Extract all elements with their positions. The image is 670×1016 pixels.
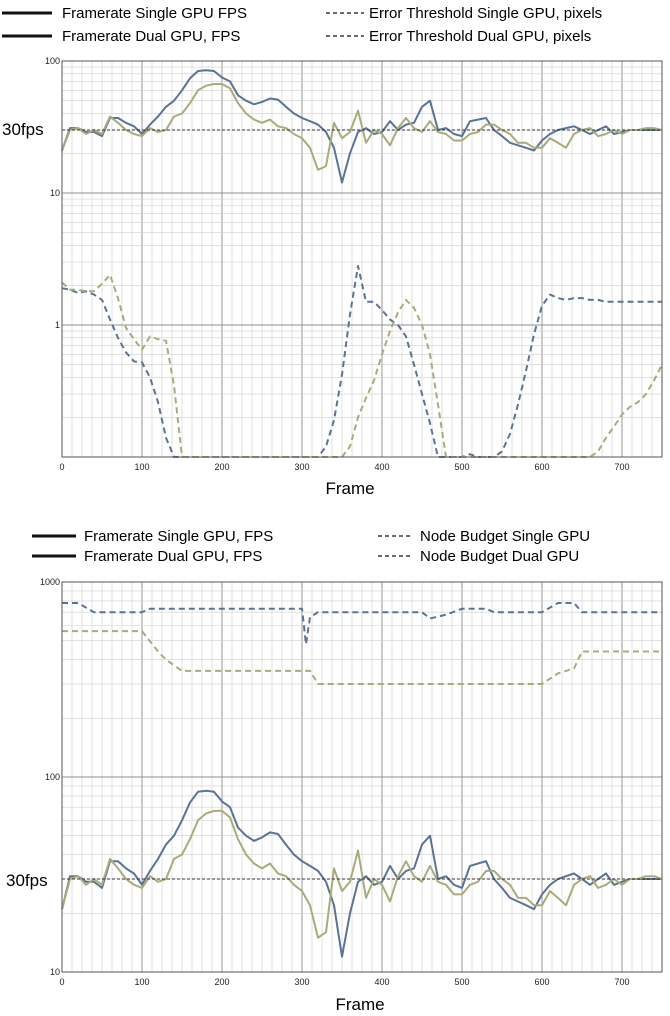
y-tick-label: 10	[50, 188, 60, 198]
plot-frame	[61, 60, 663, 458]
legend-label-dual-fps: Framerate Dual GPU, FPS	[62, 28, 240, 45]
legend-label-single-fps: Framerate Single GPU FPS	[62, 5, 247, 22]
x-tick-label: 600	[534, 977, 549, 987]
series-line-error-threshold-dual-gpu-pixels	[61, 273, 663, 458]
top-x-axis-label: Frame	[325, 479, 374, 498]
x-tick-label: 400	[374, 462, 389, 472]
series-line-error-threshold-single-gpu-pixels	[61, 265, 662, 458]
x-tick-label: 0	[59, 977, 64, 987]
y-tick-label: 1000	[40, 577, 60, 587]
y-tick-label: 1	[55, 320, 60, 330]
legend-label-error-dual: Error Threshold Dual GPU, pixels	[369, 28, 591, 45]
x-tick-label: 100	[134, 462, 149, 472]
bottom-chart-plot: 0 100 200 300 400 500 600 700 1000 100 10	[40, 577, 663, 987]
x-tick-label: 500	[454, 977, 469, 987]
legend-label-single-fps: Framerate Single GPU, FPS	[84, 528, 273, 545]
plot-frame	[61, 581, 663, 973]
series-line-framerate-dual-gpu-fps	[61, 809, 663, 939]
x-tick-label: 200	[214, 462, 229, 472]
legend-label-error-single: Error Threshold Single GPU, pixels	[369, 5, 602, 22]
x-tick-label: 700	[614, 977, 629, 987]
x-tick-label: 0	[59, 462, 64, 472]
legend-label-budget-single: Node Budget Single GPU	[420, 528, 590, 545]
x-tick-label: 200	[214, 977, 229, 987]
legend-label-budget-dual: Node Budget Dual GPU	[420, 548, 579, 565]
top-legend: Framerate Single GPU FPS Framerate Dual …	[2, 5, 602, 45]
x-tick-label: 100	[134, 977, 149, 987]
bottom-threshold-label: 30fps	[6, 871, 48, 890]
legend-label-dual-fps: Framerate Dual GPU, FPS	[84, 548, 262, 565]
x-tick-label: 600	[534, 462, 549, 472]
y-tick-label: 100	[45, 772, 60, 782]
series-line-node-budget-dual-gpu	[62, 630, 662, 685]
series-line-framerate-dual-gpu-fps	[61, 83, 663, 171]
x-tick-label: 300	[294, 977, 309, 987]
x-tick-label: 400	[374, 977, 389, 987]
y-tick-label: 100	[45, 56, 60, 66]
x-tick-label: 500	[454, 462, 469, 472]
x-tick-label: 300	[294, 462, 309, 472]
bottom-legend: Framerate Single GPU, FPS Framerate Dual…	[32, 528, 590, 565]
bottom-x-axis-label: Frame	[335, 995, 384, 1014]
series-line-node-budget-single-gpu	[62, 602, 662, 646]
x-tick-label: 700	[614, 462, 629, 472]
top-threshold-label: 30fps	[2, 120, 44, 139]
top-chart-plot: 0 100 200 300 400 500 600 700 100 10 1	[45, 56, 663, 472]
y-tick-label: 10	[50, 967, 60, 977]
